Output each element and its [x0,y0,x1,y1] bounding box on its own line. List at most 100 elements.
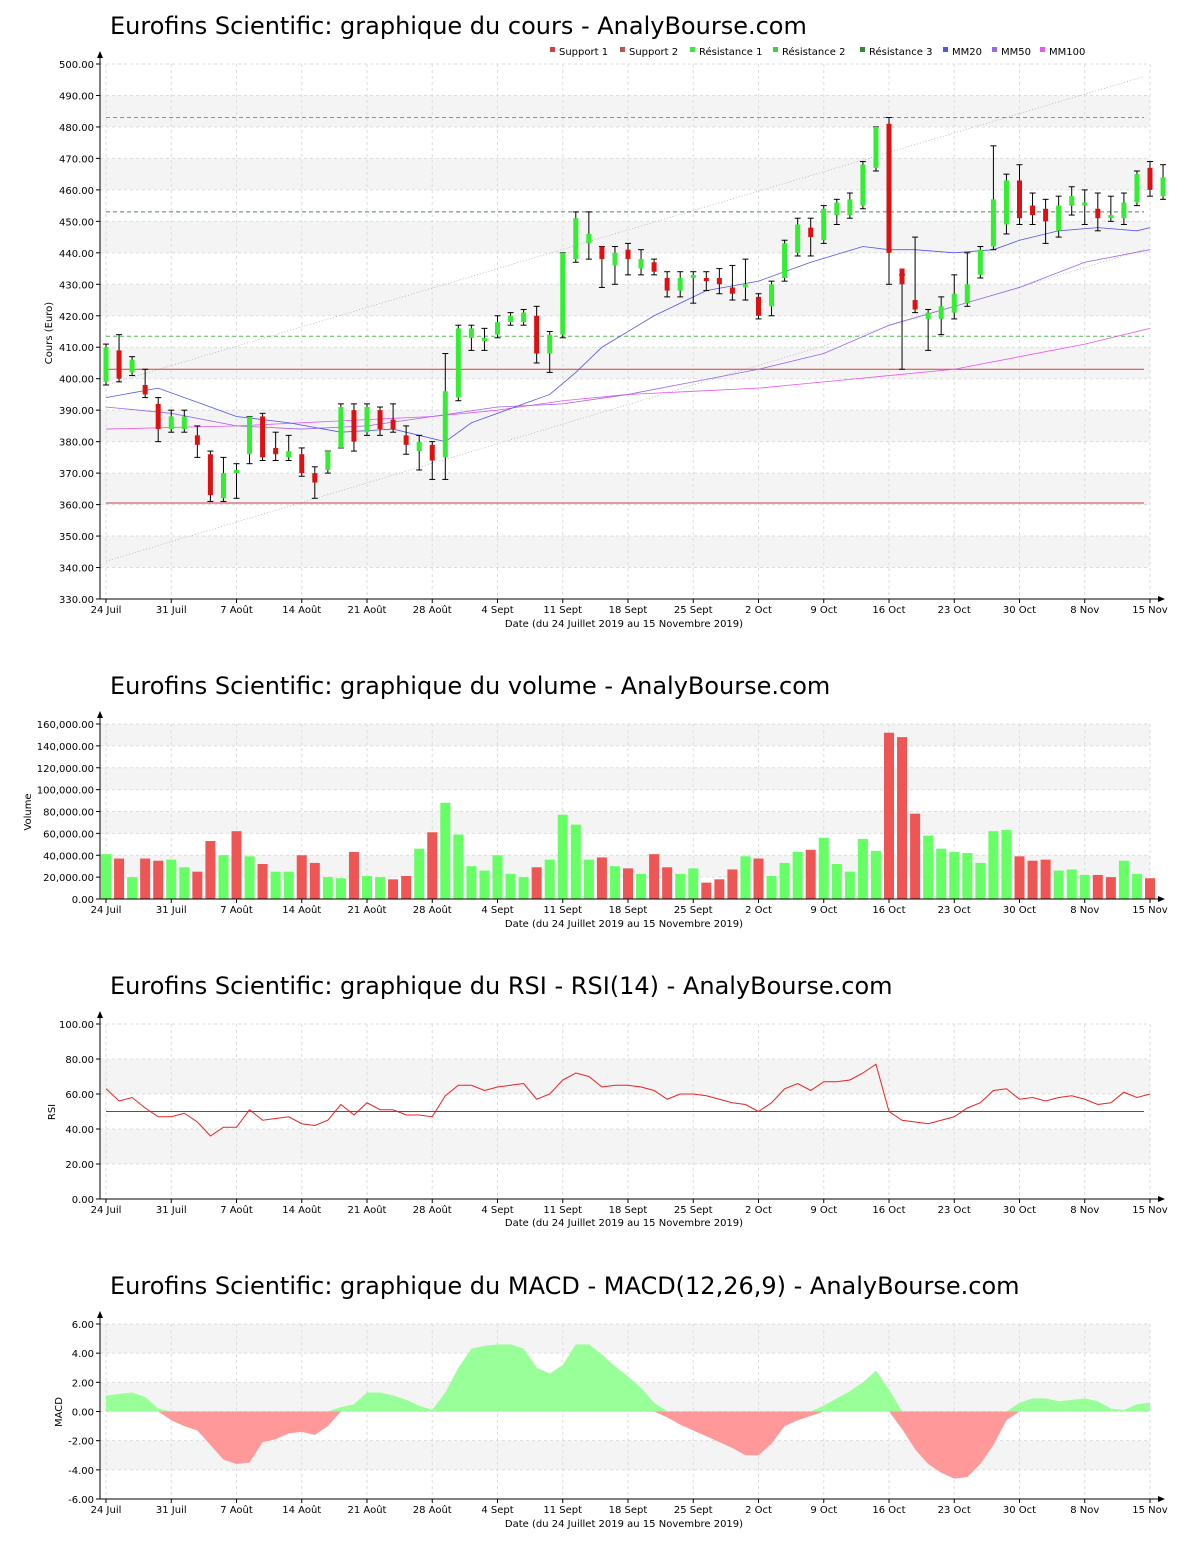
rsi-x-tick-label: 14 Août [282,1204,321,1216]
volume-bar-up [362,876,372,899]
volume-bar-down [714,879,725,899]
price-y-tick-label: 440.00 [59,249,94,260]
price-band [100,221,1150,253]
macd-y-tick-label: 6.00 [72,1320,94,1331]
candle-body-down [142,385,148,395]
macd-chart-panel: Eurofins Scientific: graphique du MACD -… [54,1272,1168,1530]
volume-bar-up [335,878,346,899]
macd-x-tick-label: 9 Oct [810,1505,837,1516]
macd-x-tick-label: 11 Sept [543,1505,582,1516]
price-y-tick-label: 430.00 [59,280,94,291]
volume-bar-up [583,859,594,899]
price-band [100,536,1150,568]
rsi-x-tick-label: 28 Août [413,1204,452,1216]
volume-x-axis-label: Date (du 24 Juillet 2019 au 15 Novembre … [505,919,743,930]
candle-body-down [299,454,305,474]
price-y-tick-label: 350.00 [59,532,94,543]
candle-body-up [547,334,553,354]
price-x-tick-label: 8 Nov [1070,605,1099,616]
macd-x-tick-label: 23 Oct [938,1505,971,1516]
legend-swatch [550,47,555,52]
price-x-tick-label: 7 Août [220,604,253,616]
volume-bar-down [192,871,203,899]
volume-bar-down [388,879,399,899]
candle-body-up [338,407,344,448]
legend-label: MM100 [1049,47,1085,58]
candle-body-up [103,347,109,382]
legend-label: Résistance 1 [699,46,762,58]
macd-negative-area [106,1411,1150,1479]
price-x-axis-label: Date (du 24 Juillet 2019 au 15 Novembre … [505,619,743,630]
candle-body-up [977,249,983,275]
macd-y-axis-label: MACD [54,1397,65,1427]
price-y-tick-label: 470.00 [59,154,94,165]
rsi-chart-title: Eurofins Scientific: graphique du RSI - … [110,972,893,1000]
macd-y-tick-label: -6.00 [68,1495,94,1506]
volume-bar-up [1118,860,1129,899]
volume-bar-up [179,867,190,899]
volume-bar-up [988,831,999,899]
vol-x-axis-arrow [1158,896,1165,902]
candle-body-down [1017,180,1022,219]
vol-y-tick-label: 80,000.00 [43,808,94,819]
price-x-tick-label: 11 Sept [543,605,582,616]
price-band [100,473,1150,505]
candle-body-up [638,259,644,269]
macd-y-tick-label: -2.00 [68,1437,94,1448]
volume-bar-down [140,858,151,899]
candle-body-down [116,350,122,379]
candle-body-down [703,278,709,282]
legend-swatch [620,47,625,52]
price-y-tick-label: 500.00 [59,60,94,71]
price-y-tick-label: 420.00 [59,312,94,323]
volume-bar-down [257,864,268,899]
price-y-tick-label: 450.00 [59,217,94,228]
rsi-x-tick-label: 25 Sept [674,1205,713,1216]
candle-body-up [1003,180,1009,225]
volume-bar-up [570,824,581,899]
macd-x-tick-label: 24 Juil [91,1505,122,1516]
legend-label: Support 1 [559,47,608,58]
price-legend: Support 1 Support 2 Résistance 1 Résistance… [550,46,1085,58]
price-x-tick-label: 14 Août [282,604,321,616]
volume-bar-up [975,862,986,899]
vol-x-tick-label: 4 Sept [481,905,513,916]
volume-bar-up [831,864,842,899]
price-y-tick-label: 460.00 [59,186,94,197]
price-x-tick-label: 21 Août [348,604,387,616]
candle-body-up [795,224,801,253]
price-x-tick-label: 2 Oct [745,605,772,616]
price-chart-panel: Eurofins Scientific: graphique du cours … [44,12,1168,630]
volume-bars [101,732,1155,899]
rsi-x-tick-label: 21 Août [348,1204,387,1216]
candle-body-down [351,410,357,442]
candle-body-up [821,208,827,241]
vol-y-tick-label: 100,000.00 [37,786,94,797]
candle-body-down [886,123,892,253]
candle-body-down [273,447,279,455]
price-x-tick-label: 25 Sept [674,605,713,616]
candle-body-up [181,416,187,430]
candle-body-up [1069,196,1075,206]
candle-body-down [194,435,200,445]
price-band [100,158,1150,190]
price-x-tick-label: 23 Oct [938,605,971,616]
price-y-axis-arrow [97,51,103,58]
rsi-x-tick-label: 31 Juil [156,1205,187,1216]
rsi-x-tick-label: 8 Nov [1070,1205,1099,1216]
volume-bar-up [792,851,803,899]
volume-bar-down [427,832,438,899]
candle-body-up [938,306,944,319]
price-x-tick-label: 18 Sept [609,605,648,616]
rsi-y-tick-label: 40.00 [65,1125,94,1136]
candle-body-up [168,416,174,430]
price-x-tick-label: 9 Oct [810,605,837,616]
volume-bar-up [440,802,451,899]
price-y-tick-label: 380.00 [59,438,94,449]
candle-body-down [534,315,540,354]
candle-body-up [769,284,775,307]
volume-bar-up [870,850,881,899]
volume-bar-down [296,855,307,899]
volume-bar-down [805,849,816,899]
